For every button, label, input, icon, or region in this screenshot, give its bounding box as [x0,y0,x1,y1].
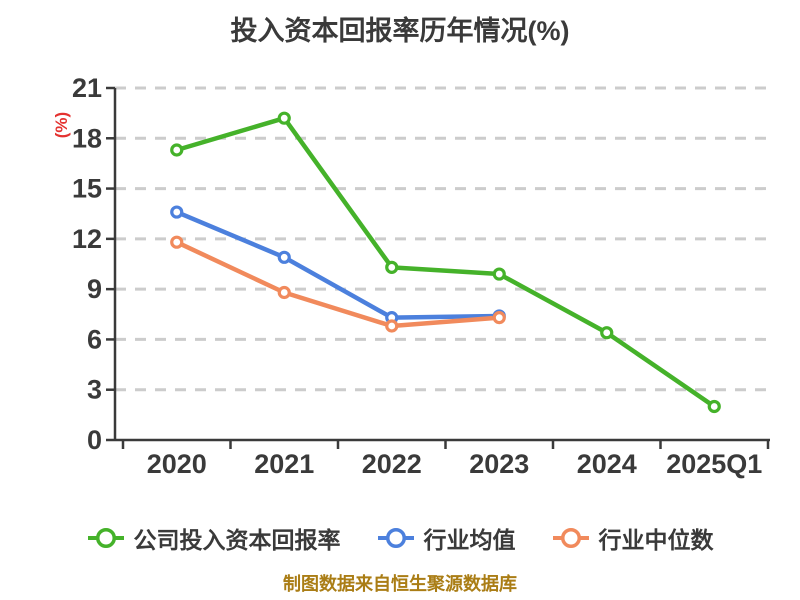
legend-label-company-roic: 公司投入资本回报率 [133,527,341,553]
company-roic-line-marker-icon [87,528,124,548]
svg-text:2023: 2023 [469,449,529,479]
svg-text:2024: 2024 [577,449,637,479]
svg-text:9: 9 [87,274,102,304]
svg-text:0: 0 [87,425,102,455]
legend-label-industry-median: 行业中位数 [598,527,714,553]
chart-title: 投入资本回报率历年情况(%) [230,16,570,46]
legend-label-industry-mean: 行业均值 [423,527,516,553]
svg-text:2025Q1: 2025Q1 [666,449,762,479]
legend-item-industry-mean: 行业均值 [377,521,516,555]
svg-text:2021: 2021 [254,449,314,479]
svg-text:12: 12 [72,224,102,254]
svg-text:6: 6 [87,324,102,354]
legend-item-industry-median: 行业中位数 [552,521,714,555]
chart-legend: 公司投入资本回报率 行业均值 行业中位数 [0,521,800,555]
svg-text:2022: 2022 [362,449,422,479]
svg-text:18: 18 [72,123,102,153]
legend-item-company-roic: 公司投入资本回报率 [87,521,341,555]
svg-text:2020: 2020 [147,449,207,479]
svg-text:21: 21 [72,73,102,103]
svg-text:15: 15 [72,174,102,204]
line-chart-plot: 0 3 6 9 12 15 18 21 2020 2021 2022 2023 2024 2025Q1 [72,73,770,479]
industry-mean-line-marker-icon [377,528,414,548]
svg-text:3: 3 [87,375,102,405]
industry-median-line-marker-icon [552,528,589,548]
data-source-caption: 制图数据来自恒生聚源数据库 [283,574,517,594]
